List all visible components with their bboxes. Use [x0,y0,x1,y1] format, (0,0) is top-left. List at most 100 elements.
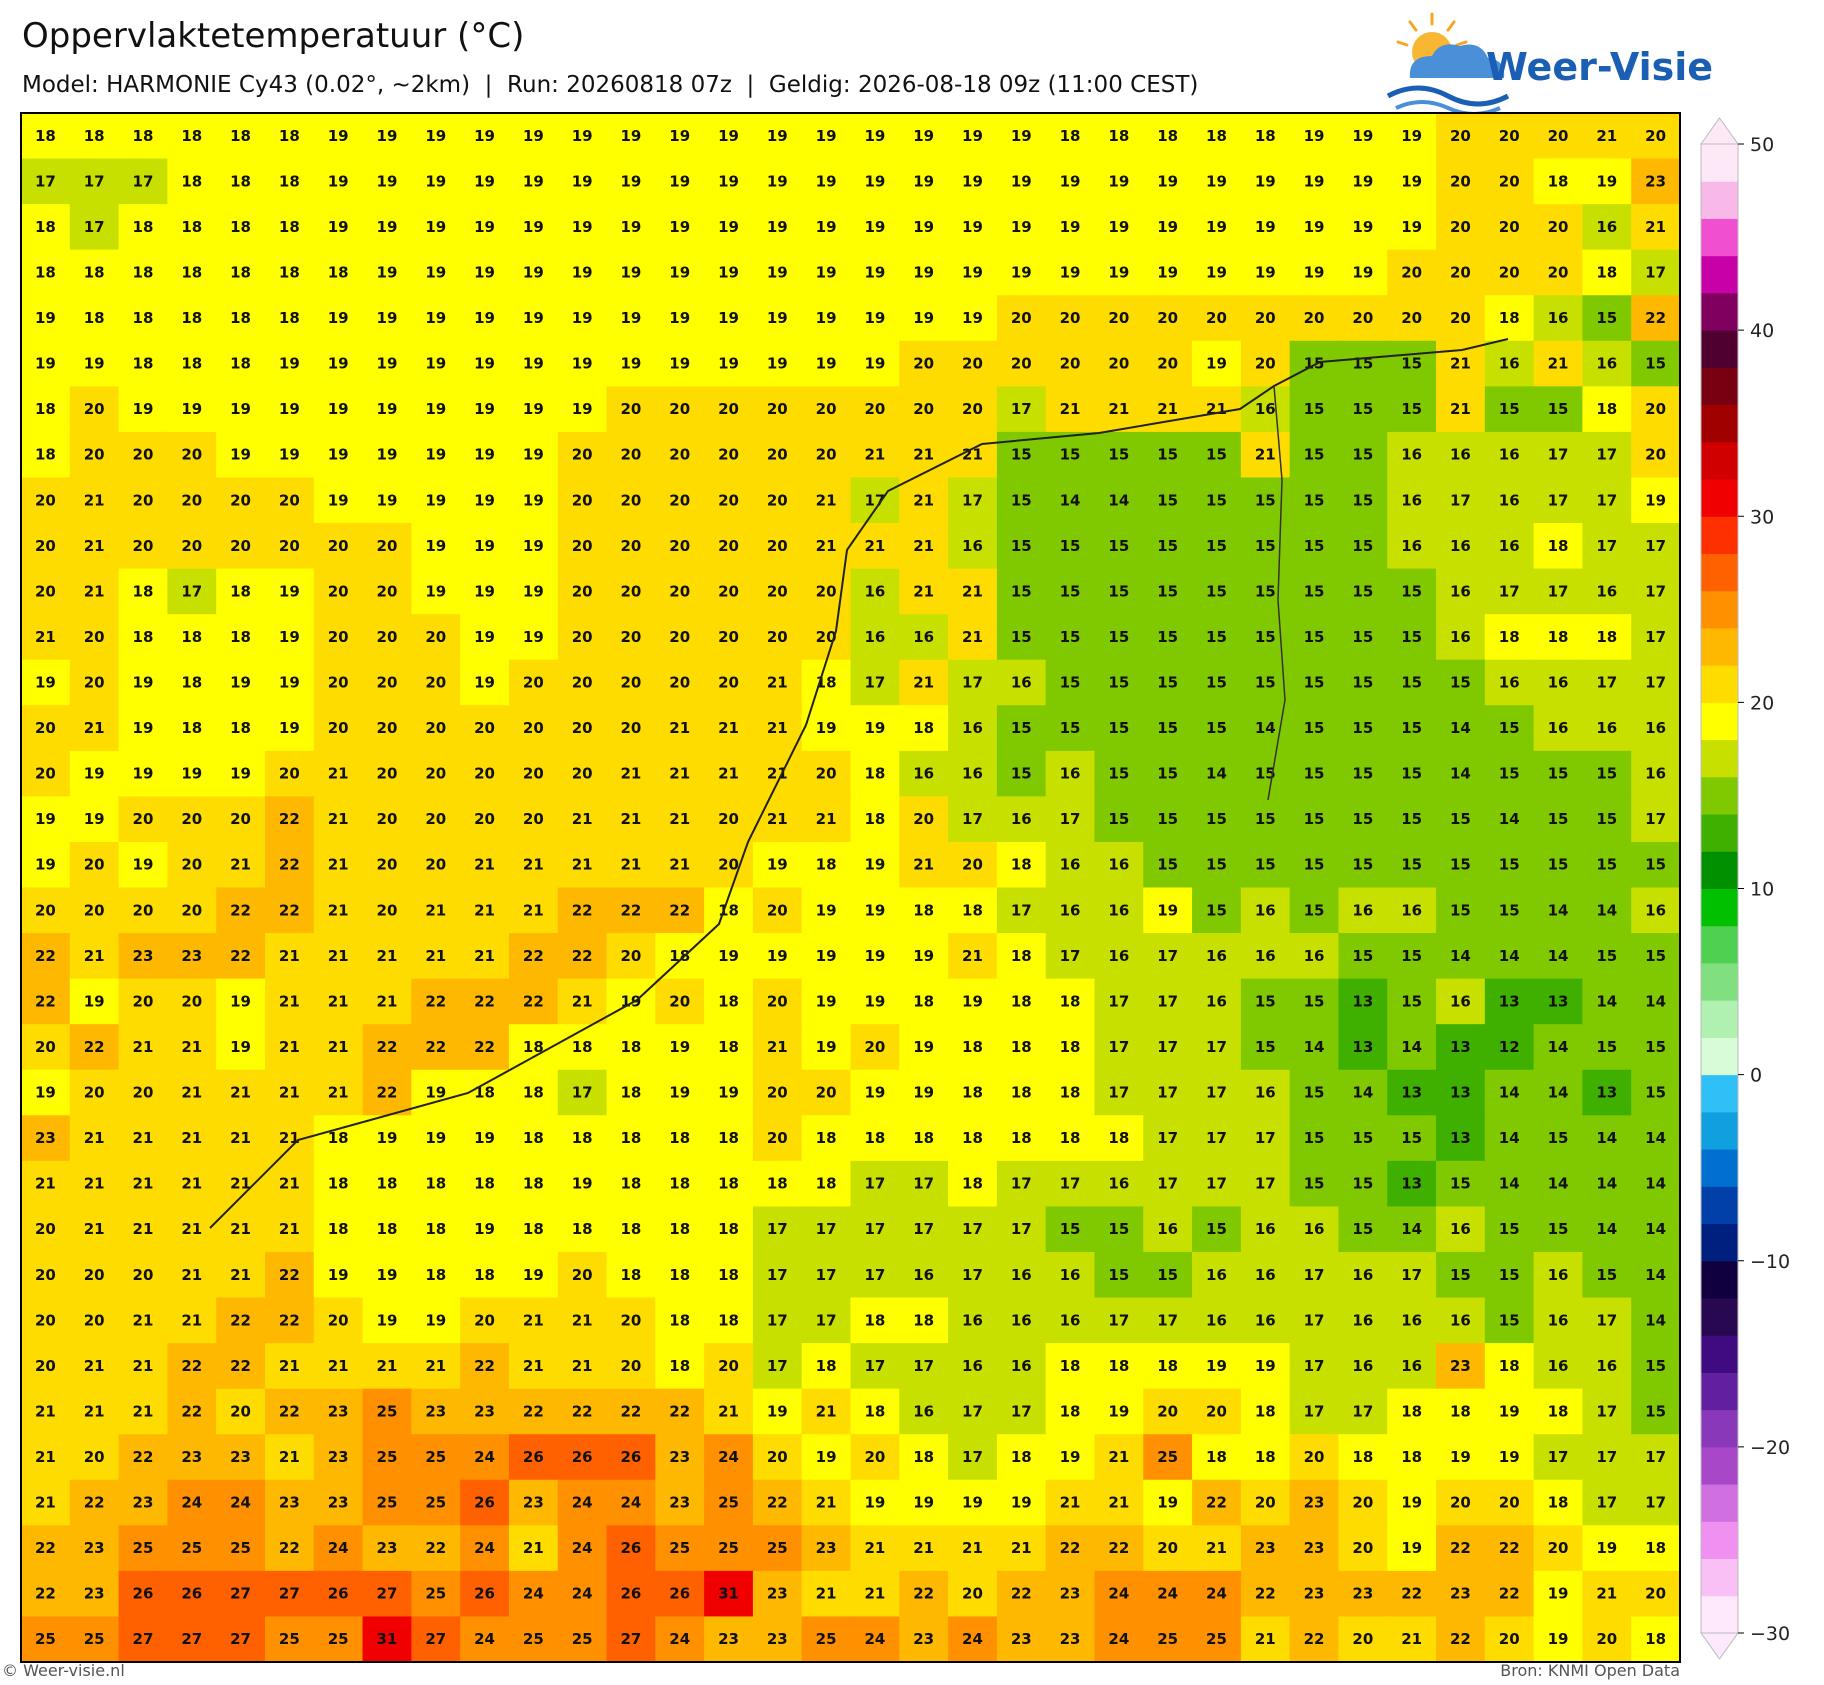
temperature-cell [313,568,364,615]
temperature-label: 20 [230,810,251,828]
temperature-label: 15 [1596,810,1617,828]
temperature-label: 18 [181,355,202,373]
temperature-cell [899,568,949,615]
temperature-cell [1436,796,1486,843]
temperature-label: 15 [1304,446,1325,464]
temperature-label: 16 [1450,446,1471,464]
temperature-label: 15 [1157,765,1178,783]
temperature-label: 22 [1108,1539,1129,1557]
temperature-label: 15 [1304,856,1325,874]
temperature-cell [752,887,803,934]
temperature-cell [1143,523,1193,570]
temperature-cell [948,1024,998,1071]
temperature-label: 15 [1596,309,1617,327]
temperature-cell [752,1206,803,1253]
temperature-cell [1143,1297,1193,1344]
temperature-cell [948,659,998,706]
temperature-label: 21 [913,446,934,464]
temperature-cell [557,933,608,980]
temperature-label: 19 [767,218,788,236]
temperature-cell [948,1297,998,1344]
temperature-label: 21 [35,1175,56,1193]
temperature-cell [1192,796,1242,843]
temperature-label: 17 [816,1220,837,1238]
temperature-cell [1436,1434,1486,1481]
temperature-cell [850,1297,900,1344]
temperature-cell [557,249,608,296]
temperature-cell [1436,477,1486,524]
temperature-cell [264,750,315,797]
temperature-cell [899,113,949,160]
temperature-cell [21,1206,71,1253]
temperature-cell [411,933,461,980]
temperature-label: 17 [572,1084,593,1102]
temperature-label: 20 [572,1266,593,1284]
temperature-cell [850,659,900,706]
temperature-cell [1436,933,1486,980]
temperature-cell [704,431,754,479]
colorbar-band [1701,1484,1738,1522]
temperature-label: 20 [84,856,105,874]
temperature-cell [411,705,461,752]
temperature-label: 18 [230,719,251,737]
temperature-cell [850,1616,900,1663]
temperature-cell [216,978,266,1025]
temperature-cell [557,1024,608,1071]
temperature-cell [1436,1251,1486,1299]
temperature-label: 18 [230,309,251,327]
temperature-cell [508,477,559,524]
temperature-cell [948,1434,998,1481]
temperature-cell [1436,340,1486,387]
temperature-cell [557,841,608,889]
temperature-label: 17 [1157,947,1178,965]
temperature-label: 20 [133,537,154,555]
temperature-cell [1289,1616,1340,1663]
temperature-label: 16 [864,628,885,646]
temperature-label: 16 [1645,765,1666,783]
temperature-cell [704,1069,754,1116]
temperature-cell [1387,659,1437,706]
temperature-label: 15 [1401,947,1422,965]
temperature-label: 16 [1596,355,1617,373]
temperature-cell [1484,887,1535,934]
temperature-label: 21 [1645,218,1666,236]
temperature-label: 21 [913,1539,934,1557]
temperature-cell [118,477,168,524]
temperature-cell [850,1206,900,1253]
temperature-label: 17 [962,1220,983,1238]
temperature-label: 19 [279,582,300,600]
temperature-label: 21 [1450,400,1471,418]
temperature-cell [362,568,412,615]
temperature-label: 21 [572,992,593,1010]
temperature-label: 18 [279,172,300,190]
temperature-label: 22 [669,1402,690,1420]
temperature-label: 16 [913,628,934,646]
temperature-label: 17 [1011,1402,1032,1420]
temperature-cell [1045,1525,1096,1572]
temperature-cell [1240,933,1291,980]
temperature-label: 20 [133,992,154,1010]
temperature-label: 20 [962,856,983,874]
temperature-label: 15 [1206,582,1227,600]
temperature-label: 21 [1011,1539,1032,1557]
temperature-label: 19 [230,673,251,691]
temperature-cell [996,1251,1047,1299]
temperature-label: 15 [1304,765,1325,783]
temperature-label: 19 [84,765,105,783]
temperature-cell [21,1388,71,1435]
temperature-label: 13 [1401,1175,1422,1193]
temperature-cell [1387,1570,1437,1618]
temperature-cell [313,1069,364,1116]
colorbar-band [1701,292,1738,331]
temperature-cell [996,204,1047,251]
temperature-label: 15 [1304,400,1325,418]
temperature-label: 21 [962,628,983,646]
temperature-cell [752,796,803,843]
temperature-cell [1338,340,1388,387]
temperature-cell [606,887,656,934]
temperature-cell [1582,1251,1632,1299]
temperature-cell [948,705,998,752]
temperature-cell [1338,1616,1388,1663]
temperature-cell [752,659,803,706]
temperature-cell [850,523,900,570]
